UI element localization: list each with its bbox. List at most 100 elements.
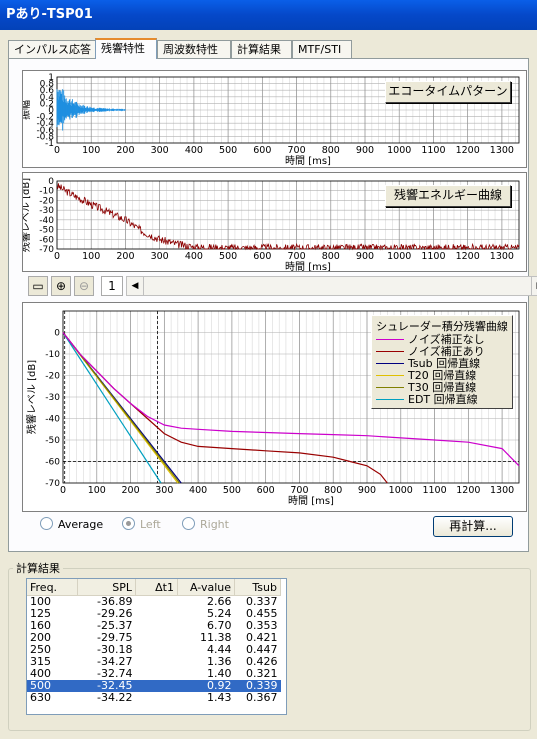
decay-ytick: -60 bbox=[45, 458, 60, 468]
table-cell: 5.24 bbox=[207, 607, 232, 620]
radio-average-label: Average bbox=[58, 518, 104, 531]
scroll-right-icon[interactable]: ▶ bbox=[531, 277, 537, 295]
echo-chart-svg: 10.80.60.40.20-0.2-0.4-0.6-0.8-10 100 200 3… bbox=[23, 73, 520, 167]
tab-impulse-response[interactable]: インパルス応答 bbox=[8, 40, 96, 58]
radio-right[interactable]: Right bbox=[182, 517, 229, 531]
legend-item: T20 回帰直線 bbox=[372, 370, 512, 382]
table-row[interactable]: 250 -30.18 4.44 0.447 bbox=[27, 644, 281, 656]
table-cell: -25.37 bbox=[97, 619, 133, 632]
table-cell bbox=[136, 692, 178, 704]
decay-xtick: 600 bbox=[257, 485, 275, 496]
tab-calc-results[interactable]: 計算結果 bbox=[231, 40, 292, 58]
decay-xtick: 400 bbox=[189, 485, 207, 496]
tab-frequency-response[interactable]: 周波数特性 bbox=[157, 40, 231, 58]
energy-ytick: -30 bbox=[39, 206, 54, 216]
col-spl[interactable]: SPL bbox=[77, 579, 136, 596]
energy-xtick: 500 bbox=[219, 251, 237, 262]
energy-curve-line bbox=[56, 183, 520, 251]
echo-xlabel: 時間 [ms] bbox=[285, 155, 331, 167]
table-row[interactable]: 200 -29.75 11.38 0.421 bbox=[27, 632, 281, 644]
table-row[interactable]: 100 -36.89 2.66 0.337 bbox=[27, 596, 281, 609]
table-cell: 315 bbox=[30, 655, 51, 668]
energy-xtick: 600 bbox=[253, 251, 271, 262]
decay-legend: シュレーダー積分残響曲線 ノイズ補正なし ノイズ補正あり Tsub 回帰直線 T20 … bbox=[371, 315, 513, 409]
echo-xtick: 1000 bbox=[387, 145, 411, 156]
col-dt1[interactable]: Δt1 bbox=[135, 579, 178, 596]
echo-pattern-button[interactable]: エコータイムパターン bbox=[385, 81, 511, 103]
energy-xtick: 400 bbox=[185, 251, 203, 262]
zoom-in-icon[interactable]: ⊕ bbox=[51, 276, 71, 296]
table-row[interactable]: 315 -34.27 1.36 0.426 bbox=[27, 656, 281, 668]
table-cell: 0.421 bbox=[246, 631, 278, 644]
table-cell: 100 bbox=[30, 595, 51, 608]
table-cell: 200 bbox=[30, 631, 51, 644]
radio-average[interactable]: Average bbox=[40, 517, 103, 531]
echo-xtick: 100 bbox=[82, 145, 100, 156]
echo-xtick: 800 bbox=[322, 145, 340, 156]
col-tsub[interactable]: Tsub bbox=[234, 579, 281, 596]
recalculate-button[interactable]: 再計算... bbox=[433, 516, 513, 537]
horizontal-scrollbar[interactable]: ◀ ▶ bbox=[126, 276, 537, 296]
table-cell: -29.75 bbox=[97, 631, 133, 644]
table-row[interactable]: 630 -34.22 1.43 0.367 bbox=[27, 692, 281, 704]
table-cell bbox=[136, 620, 178, 632]
table-row[interactable]: 500 -32.45 0.92 0.339 bbox=[27, 680, 281, 692]
echo-chart: 1 0.8 0.6 0.4 0.2 0 -0.2 -0.4 -0.6 -0.8 -1 0 100 200 3… bbox=[22, 70, 527, 168]
table-cell: 1.43 bbox=[207, 691, 232, 704]
decay-xtick: 700 bbox=[290, 485, 308, 496]
table-cell: 500 bbox=[27, 680, 78, 692]
tab-reverberation[interactable]: 残響特性 bbox=[95, 38, 157, 59]
table-cell: 1.36 bbox=[207, 655, 232, 668]
decay-ylabel: 残響レベル [dB] bbox=[25, 360, 38, 434]
legend-swatch bbox=[376, 375, 404, 376]
legend-swatch bbox=[376, 351, 404, 352]
energy-xtick: 1200 bbox=[456, 251, 480, 262]
tab-mtf-sti[interactable]: MTF/STI bbox=[292, 40, 352, 58]
col-freq[interactable]: Freq. bbox=[27, 579, 78, 596]
table-row[interactable]: 400 -32.74 1.40 0.321 bbox=[27, 668, 281, 680]
fit-view-icon[interactable]: ▭ bbox=[28, 276, 48, 296]
results-table[interactable]: Freq. SPL Δt1 A-value Tsub 100 -36.89 2.66… bbox=[26, 578, 287, 715]
table-cell bbox=[136, 596, 178, 609]
decay-xtick: 1300 bbox=[490, 485, 514, 496]
decay-chart-svg: 0-10-20-30-40-50-60-700 100 200 300 400 500 60… bbox=[25, 310, 520, 507]
table-cell: 11.38 bbox=[200, 631, 232, 644]
decay-xtick: 300 bbox=[155, 485, 173, 496]
echo-ytick: 0.4 bbox=[40, 93, 55, 103]
table-cell bbox=[136, 668, 178, 680]
radio-left[interactable]: Left bbox=[122, 517, 161, 531]
echo-xtick: 0 bbox=[54, 145, 60, 156]
chart-toolbar: ▭ ⊕ ⊖ 1 ◀ ▶ bbox=[22, 276, 537, 296]
echo-ytick: -0.6 bbox=[36, 126, 54, 136]
table-cell: 400 bbox=[30, 667, 51, 680]
energy-xtick: 300 bbox=[151, 251, 169, 262]
table-cell: 250 bbox=[30, 643, 51, 656]
table-row[interactable]: 160 -25.37 6.70 0.353 bbox=[27, 620, 281, 632]
scroll-left-icon[interactable]: ◀ bbox=[127, 277, 144, 295]
energy-xtick: 1300 bbox=[490, 251, 514, 262]
echo-xtick: 1100 bbox=[421, 145, 445, 156]
page-number-field[interactable]: 1 bbox=[101, 276, 123, 296]
table-cell: -30.18 bbox=[97, 643, 133, 656]
col-a-value[interactable]: A-value bbox=[177, 579, 235, 596]
decay-ytick: -40 bbox=[45, 415, 60, 425]
results-group-label: 計算結果 bbox=[13, 560, 63, 576]
results-group bbox=[8, 568, 531, 731]
energy-xtick: 700 bbox=[287, 251, 305, 262]
table-row[interactable]: 125 -29.26 5.24 0.455 bbox=[27, 608, 281, 620]
echo-xtick: 600 bbox=[253, 145, 271, 156]
legend-item: EDT 回帰直線 bbox=[372, 394, 512, 406]
energy-xtick: 200 bbox=[116, 251, 134, 262]
decay-ytick: -10 bbox=[45, 350, 60, 360]
energy-ytick: 0 bbox=[48, 177, 54, 187]
zoom-out-icon[interactable]: ⊖ bbox=[74, 276, 94, 296]
table-cell bbox=[136, 644, 178, 656]
energy-curve-button[interactable]: 残響エネルギー曲線 bbox=[385, 185, 511, 207]
table-cell: -29.26 bbox=[97, 607, 133, 620]
decay-xtick: 1100 bbox=[422, 485, 446, 496]
echo-xtick: 400 bbox=[185, 145, 203, 156]
legend-item: ノイズ補正なし bbox=[372, 334, 512, 346]
decay-ytick: -20 bbox=[45, 372, 60, 382]
table-cell: 4.44 bbox=[207, 643, 232, 656]
table-cell: 125 bbox=[30, 607, 51, 620]
